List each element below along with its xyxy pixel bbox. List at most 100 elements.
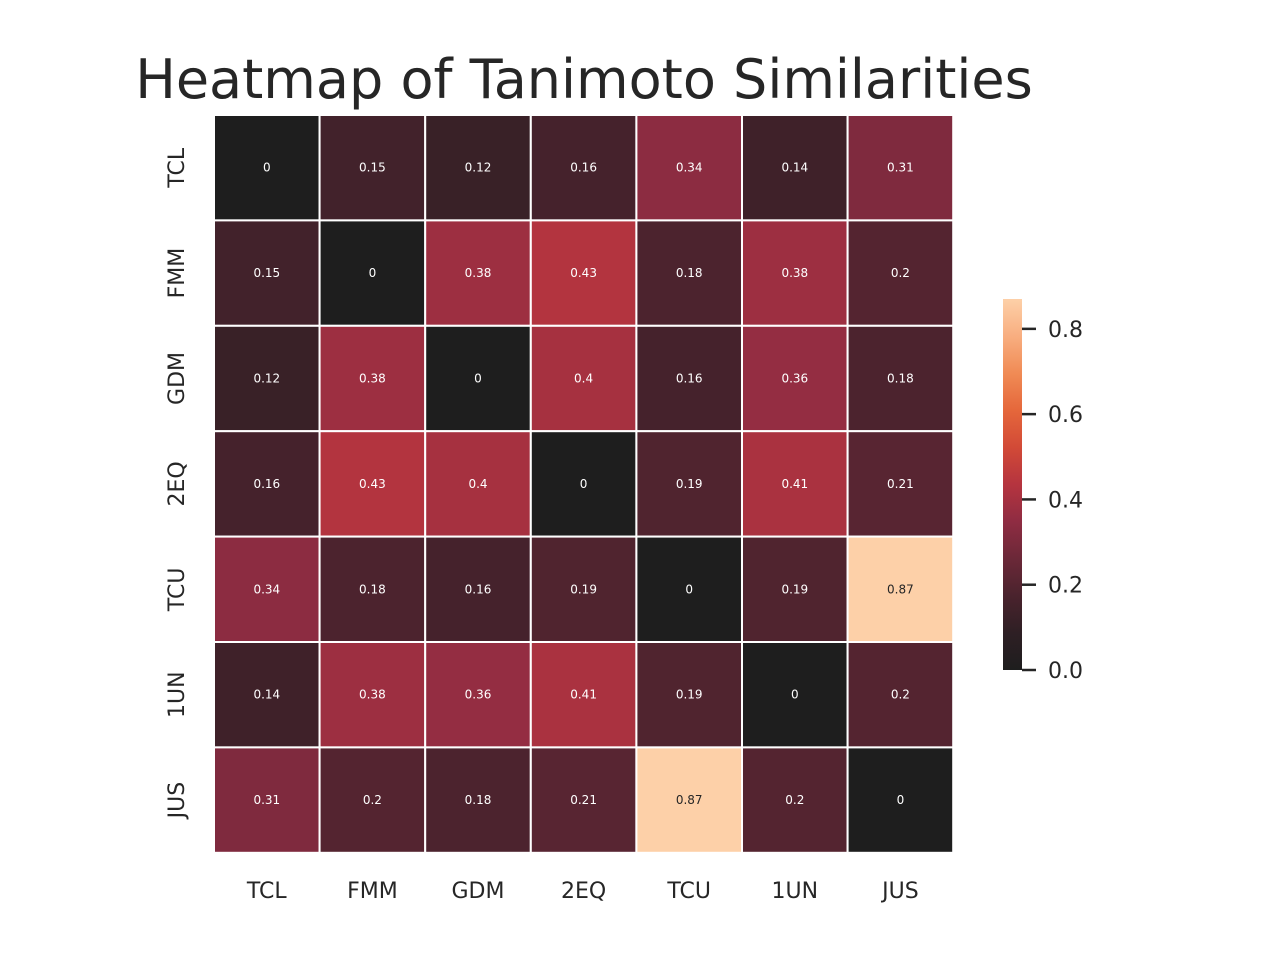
cell-value-label: 0.2 xyxy=(891,266,910,280)
cell-value-label: 0.87 xyxy=(676,793,703,807)
cell-value-label: 0.19 xyxy=(570,582,597,596)
cell-value-label: 0.31 xyxy=(253,793,280,807)
heatmap-cell xyxy=(635,641,744,749)
cell-value-label: 0 xyxy=(791,688,799,702)
cell-value-label: 0.18 xyxy=(887,372,914,386)
column-tick-labels: TCL FMM GDM 2EQ TCU 1UN JUS xyxy=(246,879,919,904)
cell-value-label: 0.36 xyxy=(781,372,808,386)
heatmap-cell xyxy=(529,641,638,749)
row-tick-labels: TCL FMM GDM 2EQ TCU 1UN JUS xyxy=(165,147,190,820)
chart-title: Heatmap of Tanimoto Similarities xyxy=(135,48,1033,111)
heatmap-cell xyxy=(529,324,638,433)
heatmap-cell xyxy=(741,114,849,222)
heatmap-cell xyxy=(846,219,955,327)
colorbar-gradient xyxy=(1003,299,1022,670)
cell-value-label: 0 xyxy=(474,372,482,386)
cell-value-label: 0.87 xyxy=(887,582,914,596)
cell-value-label: 0.4 xyxy=(468,477,487,491)
row-tick-label: TCL xyxy=(165,147,190,189)
cell-value-label: 0.21 xyxy=(887,477,914,491)
colorbar: 0.0 0.2 0.4 0.6 0.8 xyxy=(1003,299,1083,684)
column-tick-label: JUS xyxy=(880,879,919,904)
cell-value-label: 0 xyxy=(263,161,271,175)
cell-value-label: 0 xyxy=(685,582,693,596)
heatmap-cell xyxy=(318,114,427,222)
cell-value-label: 0 xyxy=(369,266,377,280)
cell-value-label: 0.15 xyxy=(253,266,280,280)
cell-value-label: 0.38 xyxy=(359,688,386,702)
heatmap-cell xyxy=(741,746,849,854)
cell-value-label: 0.12 xyxy=(253,372,280,386)
cell-value-label: 0.15 xyxy=(359,161,386,175)
heatmap-cell xyxy=(529,746,638,854)
heatmap-cell xyxy=(846,324,955,433)
heatmap-cell xyxy=(635,746,744,854)
column-tick-label: 1UN xyxy=(772,879,819,904)
cell-value-label: 0.16 xyxy=(253,477,280,491)
cell-value-label: 0.19 xyxy=(676,477,703,491)
cell-value-label: 0.36 xyxy=(465,688,492,702)
cell-value-label: 0.34 xyxy=(676,161,703,175)
cell-value-label: 0.16 xyxy=(676,372,703,386)
heatmap-cell xyxy=(424,746,532,854)
heatmap-cell xyxy=(318,324,427,433)
colorbar-tick-label: 0.0 xyxy=(1048,659,1083,684)
heatmap-cell xyxy=(318,641,427,749)
cell-value-label: 0.38 xyxy=(781,266,808,280)
cell-value-label: 0.2 xyxy=(891,688,910,702)
heatmap-cells: 0 0.15 0.12 0.16 0.34 0.14 0.31 0.15 0 0.38 0.43 0.… xyxy=(213,114,955,854)
heatmap-cell xyxy=(424,535,532,643)
cell-value-label: 0.41 xyxy=(570,688,597,702)
heatmap-cell xyxy=(213,114,321,222)
cell-value-label: 0.41 xyxy=(781,477,808,491)
column-tick-label: FMM xyxy=(347,879,398,904)
cell-value-label: 0.43 xyxy=(570,266,597,280)
cell-value-label: 0.2 xyxy=(785,793,804,807)
heatmap-cell xyxy=(213,535,321,643)
heatmap-cell xyxy=(213,219,321,327)
heatmap-cell xyxy=(635,219,744,327)
colorbar-tick-label: 0.6 xyxy=(1048,403,1083,428)
cell-value-label: 0.16 xyxy=(465,582,492,596)
heatmap-cell xyxy=(424,114,532,222)
cell-value-label: 0 xyxy=(897,793,905,807)
column-tick-label: GDM xyxy=(452,879,505,904)
heatmap-cell xyxy=(846,746,955,854)
heatmap-cell xyxy=(529,430,638,538)
cell-value-label: 0 xyxy=(580,477,588,491)
row-tick-label: TCU xyxy=(165,567,190,612)
cell-value-label: 0.4 xyxy=(574,372,593,386)
cell-value-label: 0.2 xyxy=(363,793,382,807)
cell-value-label: 0.12 xyxy=(465,161,492,175)
cell-value-label: 0.19 xyxy=(781,582,808,596)
cell-value-label: 0.14 xyxy=(253,688,280,702)
row-tick-label: 2EQ xyxy=(165,461,190,506)
heatmap-cell xyxy=(741,430,849,538)
cell-value-label: 0.18 xyxy=(359,582,386,596)
colorbar-tick-label: 0.2 xyxy=(1048,574,1083,599)
cell-value-label: 0.38 xyxy=(465,266,492,280)
cell-value-label: 0.34 xyxy=(253,582,280,596)
cell-value-label: 0.31 xyxy=(887,161,914,175)
cell-value-label: 0.21 xyxy=(570,793,597,807)
heatmap-cell xyxy=(741,324,849,433)
heatmap-cell xyxy=(846,430,955,538)
column-tick-label: TCL xyxy=(246,879,288,904)
heatmap-cell xyxy=(424,324,532,433)
column-tick-label: 2EQ xyxy=(561,879,606,904)
colorbar-ticks: 0.0 0.2 0.4 0.6 0.8 xyxy=(1022,318,1083,684)
row-tick-label: 1UN xyxy=(165,671,190,718)
cell-value-label: 0.18 xyxy=(465,793,492,807)
row-tick-label: GDM xyxy=(165,352,190,405)
row-tick-label: FMM xyxy=(165,248,190,299)
heatmap-cell xyxy=(424,219,532,327)
cell-value-label: 0.38 xyxy=(359,372,386,386)
heatmap-cell xyxy=(635,324,744,433)
cell-value-label: 0.14 xyxy=(781,161,808,175)
heatmap-cell xyxy=(846,641,955,749)
colorbar-tick-label: 0.4 xyxy=(1048,488,1083,513)
row-tick-label: JUS xyxy=(165,782,190,821)
heatmap-cell xyxy=(213,430,321,538)
cell-value-label: 0.43 xyxy=(359,477,386,491)
heatmap-cell xyxy=(318,430,427,538)
